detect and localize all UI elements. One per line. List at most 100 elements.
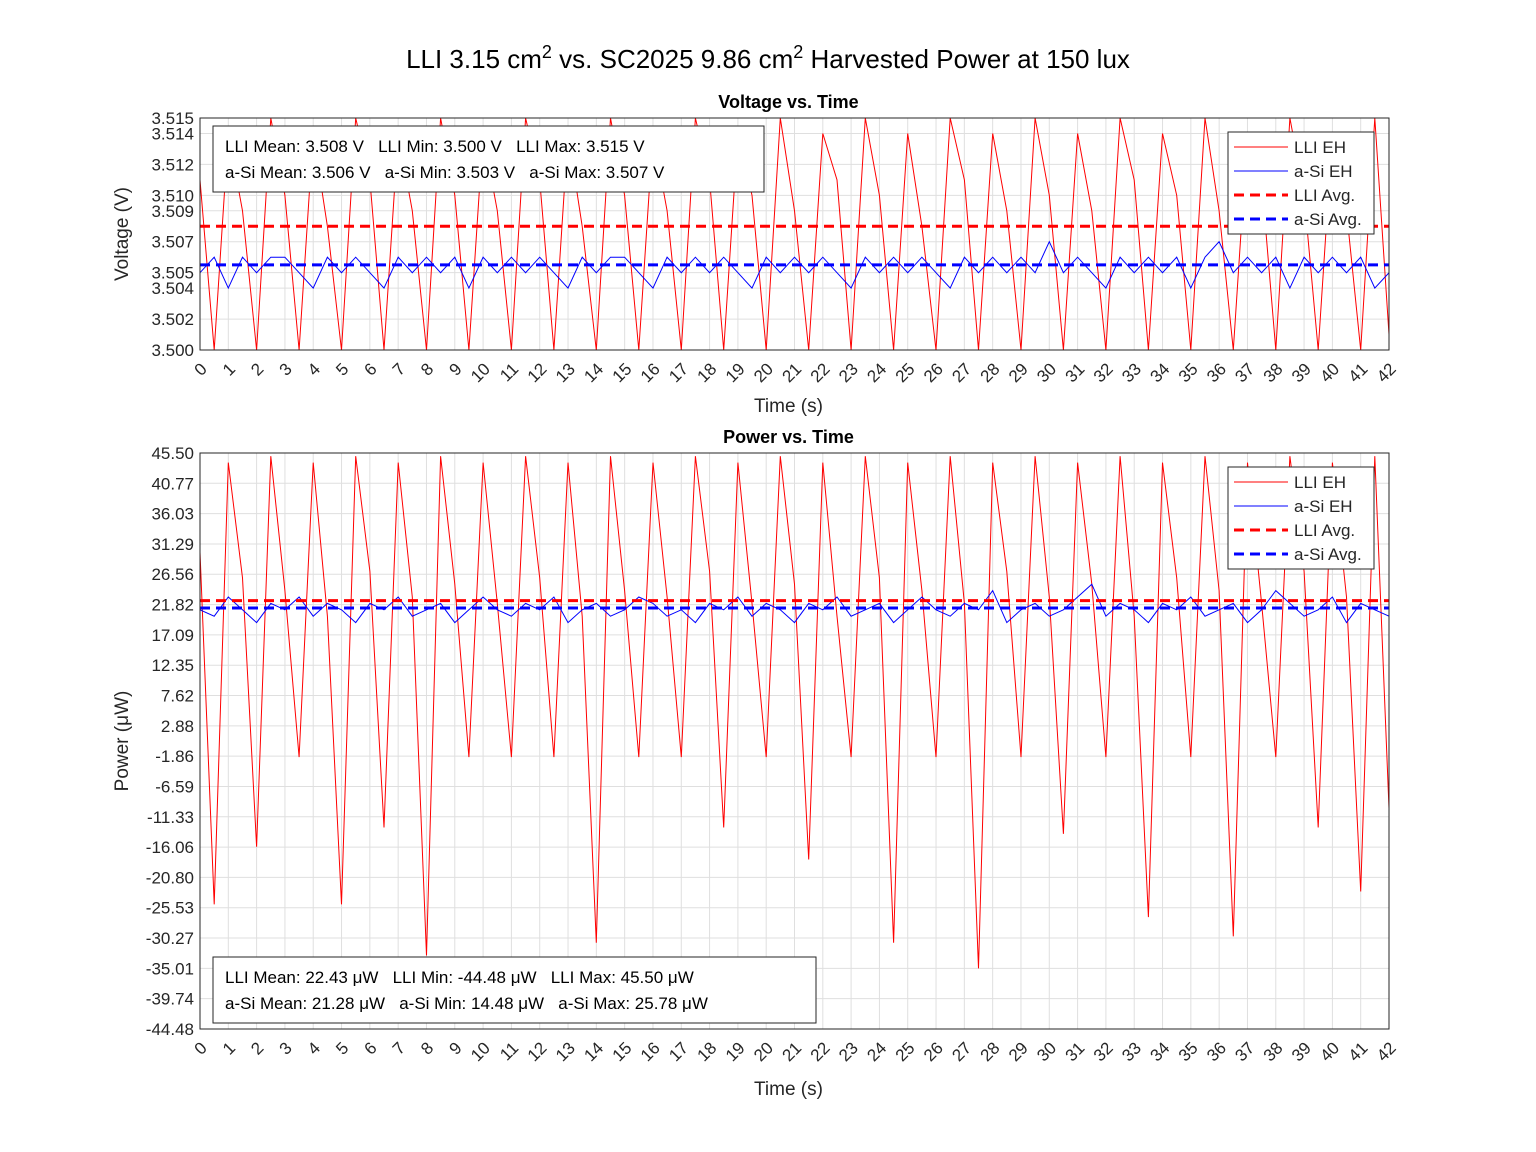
y-tick-label: 12.35: [151, 656, 194, 675]
y-tick-label: 2.88: [161, 717, 194, 736]
y-tick-label: 3.500: [151, 341, 194, 360]
x-tick-label: 24: [863, 359, 890, 386]
x-tick-label: 12: [524, 359, 551, 386]
x-tick-label: 34: [1147, 359, 1174, 386]
legend-box: [1227, 466, 1375, 570]
y-tick-label: 3.512: [151, 155, 194, 174]
x-tick-label: 31: [1062, 1038, 1089, 1065]
x-tick-label: 18: [694, 1038, 721, 1065]
x-tick-label: 7: [389, 359, 409, 379]
axes-box: [199, 117, 1390, 351]
data-line: [200, 456, 1389, 969]
x-tick-label: 11: [496, 359, 522, 385]
y-tick-label: 31.29: [151, 535, 194, 554]
title-part: 2: [793, 42, 803, 62]
legend-box: [1227, 131, 1375, 235]
x-tick-label: 19: [722, 1038, 749, 1065]
x-tick-label: 30: [1033, 359, 1060, 386]
x-tick-label: 36: [1203, 1038, 1230, 1065]
x-tick-label: 41: [1345, 1038, 1372, 1065]
y-tick-label: 3.510: [151, 186, 194, 205]
x-tick-label: 8: [417, 359, 437, 379]
x-tick-label: 26: [920, 359, 947, 386]
y-tick-label: -11.33: [147, 808, 194, 827]
y-tick-label: 45.50: [151, 444, 194, 463]
x-tick-label: 1: [219, 359, 239, 379]
x-tick-label: 12: [524, 1038, 551, 1065]
x-tick-label: 40: [1316, 1038, 1343, 1065]
y-tick-label: -6.59: [155, 777, 194, 796]
x-tick-label: 33: [1118, 1038, 1145, 1065]
x-tick-label: 29: [1005, 359, 1032, 386]
x-tick-label: 6: [361, 359, 381, 379]
x-tick-label: 26: [920, 1038, 947, 1065]
x-tick-label: 27: [948, 359, 975, 386]
x-tick-label: 37: [1231, 1038, 1258, 1065]
x-tick-label: 1: [219, 1038, 239, 1058]
y-tick-label: 3.514: [151, 124, 194, 143]
x-tick-label: 2: [247, 1038, 267, 1058]
title-part: LLI 3.15 cm: [406, 44, 542, 74]
x-tick-label: 41: [1345, 359, 1372, 386]
x-tick-label: 15: [609, 1038, 636, 1065]
x-tick-label: 5: [332, 1038, 352, 1058]
legend-label: LLI EH: [1294, 138, 1346, 157]
y-tick-label: -20.80: [146, 868, 194, 887]
y-tick-label: -44.48: [146, 1020, 194, 1039]
x-tick-label: 42: [1373, 359, 1400, 386]
x-tick-label: 9: [445, 359, 465, 379]
x-tick-label: 10: [467, 1038, 494, 1065]
x-tick-label: 15: [609, 359, 636, 386]
x-tick-label: 8: [417, 1038, 437, 1058]
x-tick-label: 40: [1316, 359, 1343, 386]
x-tick-label: 2: [247, 359, 267, 379]
x-tick-label: 14: [580, 359, 607, 386]
x-tick-label: 16: [637, 359, 664, 386]
x-tick-label: 10: [467, 359, 494, 386]
x-tick-label: 14: [580, 1038, 607, 1065]
x-tick-label: 34: [1147, 1038, 1174, 1065]
x-tick-label: 5: [332, 359, 352, 379]
x-tick-label: 28: [977, 359, 1004, 386]
x-tick-label: 7: [389, 1038, 409, 1058]
x-tick-label: 39: [1288, 1038, 1315, 1065]
x-tick-label: 25: [892, 1038, 919, 1065]
data-line: [200, 240, 1389, 290]
x-tick-label: 31: [1062, 359, 1089, 386]
y-tick-label: 40.77: [151, 474, 194, 493]
x-tick-label: 36: [1203, 359, 1230, 386]
y-tick-label: 3.509: [151, 202, 194, 221]
legend-label: a-Si EH: [1294, 162, 1353, 181]
x-tick-label: 38: [1260, 1038, 1287, 1065]
x-tick-label: 20: [750, 359, 777, 386]
x-tick-label: 19: [722, 359, 749, 386]
x-tick-label: 11: [496, 1038, 522, 1064]
x-tick-label: 21: [779, 1038, 806, 1065]
x-tick-label: 30: [1033, 1038, 1060, 1065]
y-tick-label: 26.56: [151, 565, 194, 584]
x-tick-label: 21: [779, 359, 806, 386]
y-tick-label: -30.27: [146, 929, 194, 948]
x-tick-label: 42: [1373, 1038, 1400, 1065]
x-tick-label: 28: [977, 1038, 1004, 1065]
title-part: 2: [542, 42, 552, 62]
legend-label: LLI Avg.: [1294, 521, 1355, 540]
x-tick-label: 13: [552, 1038, 579, 1065]
stats-text: LLI Mean: 22.43 μW LLI Min: -44.48 μW LL…: [225, 968, 694, 987]
y-tick-label: 3.504: [151, 279, 194, 298]
y-axis-label: Power (μW): [112, 691, 133, 792]
x-tick-label: 0: [191, 1038, 211, 1058]
y-tick-label: 21.82: [151, 596, 194, 615]
x-tick-label: 3: [276, 1038, 296, 1058]
subplot-title: Power vs. Time: [723, 427, 854, 447]
x-tick-label: 22: [807, 1038, 834, 1065]
y-tick-label: 17.09: [151, 626, 194, 645]
y-tick-label: -35.01: [146, 959, 194, 978]
y-tick-label: -16.06: [146, 838, 194, 857]
y-tick-label: 36.03: [151, 505, 194, 524]
x-tick-label: 32: [1090, 1038, 1117, 1065]
y-tick-label: 3.505: [151, 264, 194, 283]
x-tick-label: 4: [304, 1038, 324, 1058]
y-axis-label: Voltage (V): [112, 187, 133, 281]
